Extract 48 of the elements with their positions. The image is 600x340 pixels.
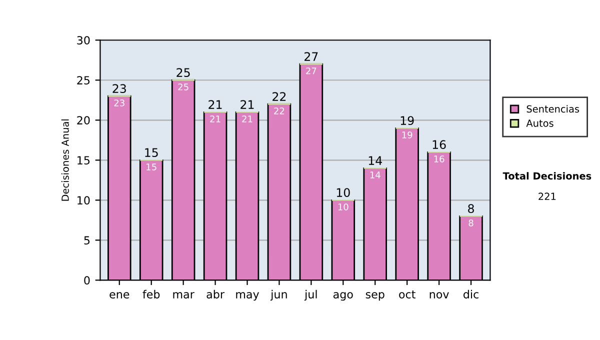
total-label: 8 [468,204,474,214]
total-label: 23 [112,84,126,94]
x-tick-label: mar [173,292,194,298]
y-tick-label: 0 [84,276,90,285]
total-label: 22 [272,92,286,101]
data-label: 16 [434,156,444,162]
x-tick-label: oct [399,290,416,298]
legend-label: Autos [526,120,554,127]
legend-label: Sentencias [526,105,580,113]
y-tick-label: 30 [77,36,90,44]
y-tick-label: 5 [84,236,90,245]
x-tick-label: dic [464,290,478,298]
data-label: 21 [210,115,220,122]
y-tick-label: 15 [78,156,90,165]
y-tick-label: 25 [77,76,90,85]
data-label: 8 [468,220,474,226]
data-label: 14 [370,172,380,178]
x-tick-label: may [236,292,260,301]
y-tick-label: 10 [78,196,90,205]
x-tick-label: ene [110,292,130,298]
total-label: 14 [368,156,382,165]
text: Total Decisiones [502,172,592,180]
x-tick-label: feb [142,290,160,298]
total-label: 21 [240,100,254,109]
total-label: 10 [336,188,350,198]
data-label: 15 [146,164,156,170]
total-label: 25 [176,68,190,78]
text: 221 [538,192,556,200]
total-label: 16 [432,140,446,150]
y-tick-label: 20 [77,116,90,125]
data-label: 22 [274,107,284,114]
y-axis-title: Decisiones Anual [61,119,69,201]
data-label: 10 [338,204,348,210]
x-tick-label: nov [430,292,449,298]
x-tick-label: abr [206,290,224,298]
total-label: 21 [208,100,222,109]
total-label: 19 [400,116,414,126]
data-label: 25 [178,83,188,90]
total-label: 15 [145,148,158,158]
x-tick-label: jun [270,290,287,301]
data-label: 21 [242,115,252,122]
data-label: 19 [402,131,412,138]
total-label: 27 [304,52,318,61]
x-tick-label: ago [333,292,353,301]
x-tick-label: jul [304,290,317,301]
data-label: 27 [306,67,316,74]
x-tick-label: sep [366,292,384,301]
data-label: 23 [114,99,124,106]
